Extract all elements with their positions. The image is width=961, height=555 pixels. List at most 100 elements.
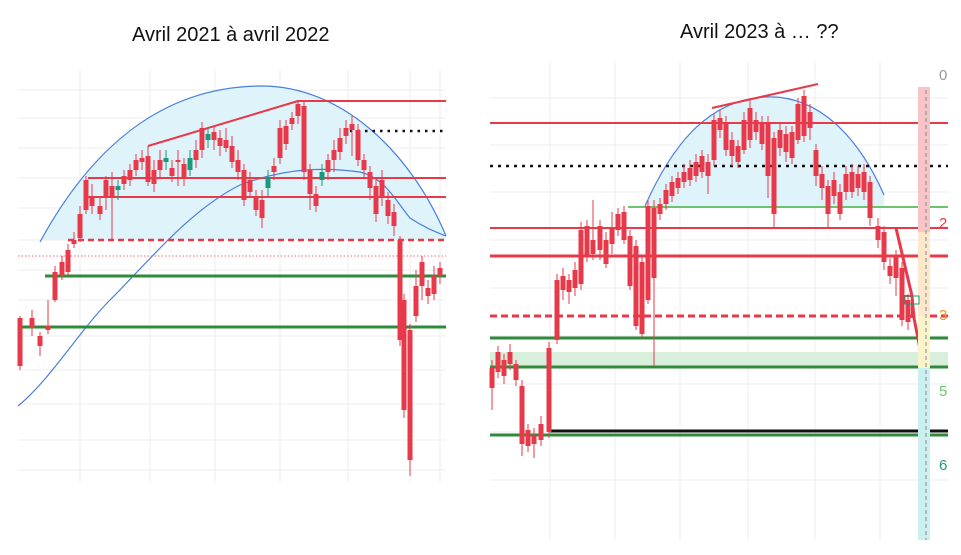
left-candle [211, 132, 217, 140]
right-candle [566, 280, 572, 292]
right-candle [639, 262, 645, 334]
right-candle [759, 124, 765, 144]
left-candle [325, 160, 331, 172]
left-candle [283, 126, 289, 144]
right-candle [495, 352, 501, 372]
right-candle [765, 122, 771, 176]
left-candle [175, 160, 181, 162]
right-candle [663, 190, 669, 204]
left-candle [253, 198, 259, 210]
left-candle [425, 288, 431, 296]
right-candle [633, 246, 639, 326]
right-scale-label: 3 [939, 307, 947, 324]
left-candle [217, 138, 223, 146]
right-candle [777, 130, 783, 148]
right-scale-label: 0 [939, 67, 947, 84]
right-candle [711, 120, 717, 160]
left-candle [115, 186, 121, 190]
right-candle [501, 360, 507, 376]
right-chart-title: Avril 2023 à … ?? [680, 21, 839, 43]
right-candle [717, 118, 723, 130]
right-candle [578, 230, 584, 284]
left-rounded-top-arc [39, 85, 447, 243]
right-candle [735, 146, 741, 162]
right-scale-label: 5 [939, 383, 947, 400]
left-candle [199, 128, 205, 150]
left-candle [29, 318, 35, 328]
right-candle [819, 174, 825, 188]
right-candle [813, 150, 819, 176]
right-candle [621, 212, 627, 240]
left-candle [379, 180, 385, 196]
left-candle [103, 180, 109, 196]
right-candle [753, 120, 759, 132]
left-candle [331, 150, 337, 160]
left-candle [431, 276, 437, 294]
right-candle [801, 96, 807, 136]
right-trendline [711, 83, 819, 109]
left-candle [229, 146, 235, 162]
left-candle [127, 170, 133, 180]
left-candle [265, 178, 271, 188]
right-candle [584, 226, 590, 256]
left-candle [37, 336, 43, 346]
right-candle [741, 120, 747, 150]
right-candle [831, 180, 837, 196]
left-candle [71, 240, 77, 244]
right-candle [893, 256, 899, 278]
left-candle [65, 250, 71, 272]
left-candle [385, 200, 391, 216]
left-candle [169, 168, 175, 176]
right-candle [627, 236, 633, 286]
left-candle [259, 200, 265, 218]
left-dome-fill [40, 86, 446, 242]
left-candle [241, 170, 247, 200]
right-candle [525, 430, 531, 446]
right-candle [699, 156, 705, 172]
left-candle [109, 186, 115, 196]
left-candle [271, 166, 277, 172]
right-candle [554, 280, 560, 340]
right-scale-marker-box [904, 295, 920, 305]
right-scale-label: 2 [939, 215, 947, 232]
right-scale-zone-yellow [918, 316, 930, 368]
left-candle [367, 172, 373, 188]
right-support-band [490, 352, 948, 368]
left-candle [181, 164, 187, 178]
right-candle [615, 214, 621, 230]
right-candle [513, 364, 519, 380]
right-candle [687, 168, 693, 180]
left-candle [301, 106, 307, 172]
right-scale-zone-orange [918, 232, 930, 316]
right-candle [723, 124, 729, 150]
right-candle [795, 104, 801, 140]
right-scale-zone-red [918, 87, 930, 232]
left-candle [373, 186, 379, 214]
right-candle [789, 132, 795, 158]
left-candle [307, 170, 313, 194]
left-candle [401, 300, 407, 410]
right-candle [560, 276, 566, 290]
left-candle [295, 104, 301, 116]
right-candle [867, 182, 873, 218]
left-candle [355, 130, 361, 160]
left-candle [45, 326, 51, 330]
left-candle [193, 150, 199, 160]
left-candle [187, 158, 193, 170]
left-candle [163, 158, 169, 162]
right-candle [609, 228, 615, 244]
right-candle [538, 424, 544, 440]
right-candle [546, 348, 552, 432]
right-candle [693, 162, 699, 176]
left-candle [77, 214, 83, 238]
left-candle [223, 140, 229, 148]
left-candle [313, 194, 319, 206]
right-scale-zone-cyan [918, 368, 930, 540]
right-candle [875, 226, 881, 240]
right-candle [849, 172, 855, 192]
right-candle [747, 108, 753, 140]
left-candle [343, 128, 349, 136]
right-candle [572, 270, 578, 288]
right-candle [705, 162, 711, 176]
left-candle [121, 176, 127, 184]
